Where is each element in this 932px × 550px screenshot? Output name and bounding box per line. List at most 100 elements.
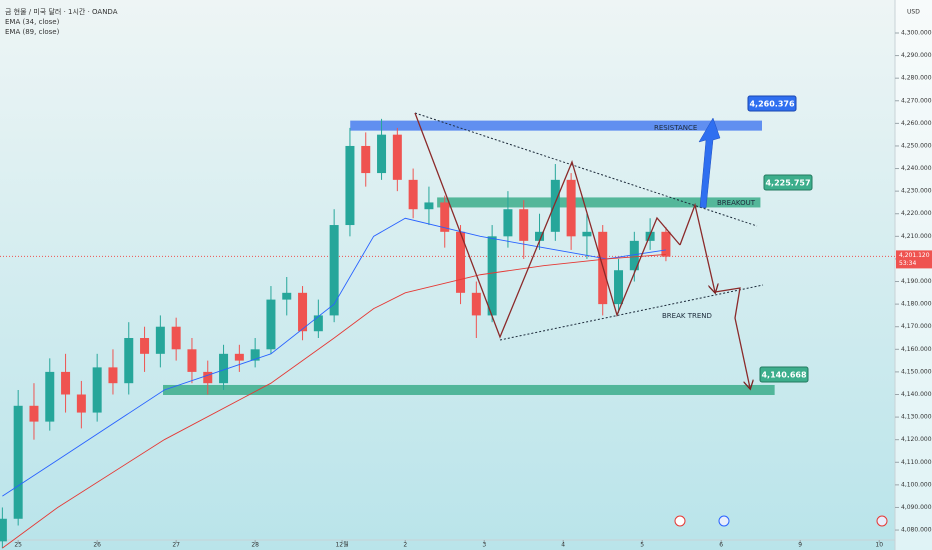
annotation-label: RESISTANCE <box>654 124 697 132</box>
candle-body <box>661 231 671 257</box>
y-tick-label: 4,190.000 <box>901 278 932 285</box>
x-tick-label: 3 <box>482 542 486 549</box>
candle-body <box>45 371 55 422</box>
projection <box>714 287 750 388</box>
price-axis-bg <box>895 0 932 550</box>
y-tick-label: 4,170.000 <box>901 323 932 330</box>
candle-body <box>76 394 86 413</box>
event-icon[interactable] <box>876 515 888 527</box>
candle-body <box>377 134 387 174</box>
candle-body <box>13 405 23 519</box>
x-tick-label: 27 <box>172 542 180 549</box>
candle-body <box>250 349 260 361</box>
candle-body <box>234 353 244 361</box>
zone <box>163 384 775 395</box>
candle-body <box>61 371 71 395</box>
y-tick-label: 4,090.000 <box>901 504 932 511</box>
y-tick-label: 4,280.000 <box>901 75 932 82</box>
target-label: 4,225.757 <box>765 179 810 188</box>
candle-body <box>408 179 418 210</box>
annotation-label: BREAK TREND <box>662 312 712 320</box>
candle-body <box>392 134 402 180</box>
x-tick-label: 25 <box>14 542 22 549</box>
y-tick-label: 4,260.000 <box>901 120 932 127</box>
y-tick-label: 4,290.000 <box>901 52 932 59</box>
zone <box>437 197 761 208</box>
candle-body <box>424 202 434 210</box>
breakout-arrow <box>698 117 721 209</box>
target-label: 4,260.376 <box>749 100 794 109</box>
countdown: 53:34 <box>899 260 916 267</box>
candle-body <box>582 231 592 237</box>
y-tick-label: 4,100.000 <box>901 481 932 488</box>
chart-title: 금 현물 / 미국 달러 · 1시간 · OANDA <box>5 7 118 16</box>
last-price-label: 4,201.120 <box>899 252 930 259</box>
y-tick-label: 4,120.000 <box>901 436 932 443</box>
zone <box>350 120 763 131</box>
y-tick-label: 4,140.000 <box>901 391 932 398</box>
x-tick-label: 2 <box>403 542 407 549</box>
legend-entry: EMA (34, close) <box>5 18 60 26</box>
y-tick-label: 4,160.000 <box>901 346 932 353</box>
candle-body <box>519 209 529 241</box>
candle-body <box>155 326 165 354</box>
candle-body <box>219 353 229 384</box>
y-tick-label: 4,250.000 <box>901 142 932 149</box>
candle-body <box>566 179 576 237</box>
candle-body <box>456 231 466 293</box>
candle-body <box>29 405 39 422</box>
candle-body <box>361 145 371 174</box>
x-tick-label: 10 <box>875 542 883 549</box>
candle-body <box>187 349 197 372</box>
y-tick-label: 4,240.000 <box>901 165 932 172</box>
candle-body <box>298 292 308 332</box>
event-icon[interactable] <box>674 515 686 527</box>
candle-body <box>345 145 355 226</box>
candle-body <box>203 371 213 384</box>
y-tick-label: 4,180.000 <box>901 301 932 308</box>
projection <box>679 202 715 292</box>
candle-body <box>282 292 292 300</box>
candle-body <box>140 338 150 354</box>
y-tick-label: 4,150.000 <box>901 368 932 375</box>
y-tick-label: 4,080.000 <box>901 527 932 534</box>
candle-body <box>313 315 323 332</box>
candle-body <box>0 518 7 542</box>
candle-body <box>614 270 624 305</box>
target-label: 4,140.668 <box>761 371 806 380</box>
trend-line <box>499 284 764 341</box>
candle-body <box>503 209 513 237</box>
candle-body <box>440 202 450 232</box>
target-box <box>759 366 809 383</box>
event-icon[interactable] <box>718 515 730 527</box>
y-tick-label: 4,130.000 <box>901 414 932 421</box>
x-tick-label: 9 <box>798 542 802 549</box>
last-price-box <box>896 250 932 269</box>
x-tick-label: 5 <box>640 542 644 549</box>
target-box <box>747 95 797 112</box>
target-box <box>763 174 813 191</box>
candle-body <box>535 231 545 241</box>
ema-line <box>2 253 666 549</box>
y-tick-label: 4,230.000 <box>901 188 932 195</box>
y-tick-label: 4,110.000 <box>901 459 932 466</box>
x-tick-label: 26 <box>93 542 101 549</box>
legend-entry: EMA (89, close) <box>5 28 60 36</box>
candle-body <box>487 236 497 316</box>
y-tick-label: 4,270.000 <box>901 97 932 104</box>
zigzag <box>414 112 681 339</box>
x-tick-label: 6 <box>719 542 723 549</box>
ema-line <box>2 217 666 497</box>
y-tick-label: 4,210.000 <box>901 233 932 240</box>
candle-body <box>171 326 181 350</box>
candle-body <box>92 367 102 413</box>
x-tick-label: 4 <box>561 542 565 549</box>
x-tick-label: 12월 <box>335 541 348 549</box>
candle-body <box>266 299 276 350</box>
candle-body <box>550 179 560 232</box>
candle-body <box>329 225 339 316</box>
candle-body <box>629 240 639 271</box>
pattern-drawing <box>414 112 764 388</box>
